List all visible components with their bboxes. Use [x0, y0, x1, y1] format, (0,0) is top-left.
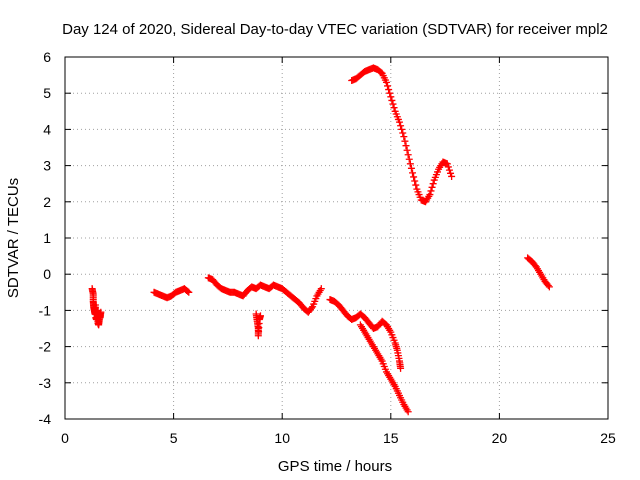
x-tick-label: 15: [383, 430, 399, 446]
data-point: [397, 364, 405, 372]
data-point: [388, 96, 396, 104]
x-tick-label: 20: [492, 430, 508, 446]
y-tick-label: 1: [43, 230, 51, 246]
x-tick-labels: 0 5 10 15 20 25: [61, 430, 616, 446]
y-tick-label: -3: [39, 375, 52, 391]
series-segment-5: [326, 296, 405, 372]
y-tick-label: -2: [39, 339, 52, 355]
series-segment-8: [524, 254, 553, 291]
data-point: [386, 89, 394, 97]
y-tick-label: 4: [43, 121, 51, 137]
series-segment-6: [356, 321, 412, 416]
plot-frame: [64, 56, 609, 420]
data-point: [403, 146, 411, 154]
series-segment-7: [348, 64, 456, 206]
data-point: [429, 180, 437, 188]
data-point: [407, 164, 415, 172]
data-point: [427, 187, 435, 195]
data-point: [405, 155, 413, 163]
data-point: [317, 285, 325, 293]
data-point: [399, 129, 407, 137]
data-point: [400, 133, 408, 141]
data-point: [387, 93, 395, 101]
x-tick-label: 10: [274, 430, 290, 446]
series-segment-3: [204, 274, 325, 316]
data-point: [404, 408, 412, 416]
data-point: [308, 304, 316, 312]
data-point: [385, 86, 393, 94]
x-tick-label: 25: [600, 430, 616, 446]
y-tick-label: -1: [39, 302, 52, 318]
data-point: [426, 191, 434, 199]
x-axis-label: GPS time / hours: [278, 458, 392, 475]
data-point: [184, 287, 192, 295]
data-point: [448, 172, 456, 180]
data-point: [410, 173, 418, 181]
y-axis-label: SDTVAR / TECUs: [5, 178, 22, 298]
data-point: [409, 169, 417, 177]
data-points: [88, 64, 553, 416]
data-point: [382, 78, 390, 86]
data-point: [384, 82, 392, 90]
tick-marks: [64, 56, 609, 420]
chart-title: Day 124 of 2020, Sidereal Day-to-day VTE…: [62, 21, 608, 38]
y-tick-label: -4: [39, 411, 52, 427]
y-tick-label: 3: [43, 158, 51, 174]
y-tick-label: 2: [43, 194, 51, 210]
grid-lines: [65, 57, 608, 419]
series-segment-1: [88, 285, 105, 329]
y-tick-label: 0: [43, 266, 51, 282]
data-point: [412, 181, 420, 189]
data-point: [544, 282, 552, 290]
data-point: [428, 183, 436, 191]
x-tick-label: 5: [170, 430, 178, 446]
data-point: [404, 151, 412, 159]
data-point: [401, 137, 409, 145]
y-tick-label: 6: [43, 49, 51, 65]
data-point: [445, 166, 453, 174]
data-point: [545, 283, 553, 291]
data-point: [397, 122, 405, 130]
data-point: [398, 125, 406, 133]
data-point: [97, 308, 105, 316]
data-point: [185, 288, 193, 296]
data-point: [406, 160, 414, 168]
y-tick-labels: -4 -3 -2 -1 0 1 2 3 4 5 6: [39, 49, 52, 427]
series-segment-2: [150, 285, 193, 302]
x-tick-label: 0: [61, 430, 69, 446]
data-point: [389, 100, 397, 108]
data-point: [444, 163, 452, 171]
data-point: [447, 169, 455, 177]
y-tick-label: 5: [43, 85, 51, 101]
data-point: [256, 312, 264, 320]
data-point: [390, 104, 398, 112]
series-segment-4: [252, 310, 264, 340]
data-point: [402, 142, 410, 150]
data-point: [411, 177, 419, 185]
data-point: [443, 160, 451, 168]
data-point: [395, 118, 403, 126]
